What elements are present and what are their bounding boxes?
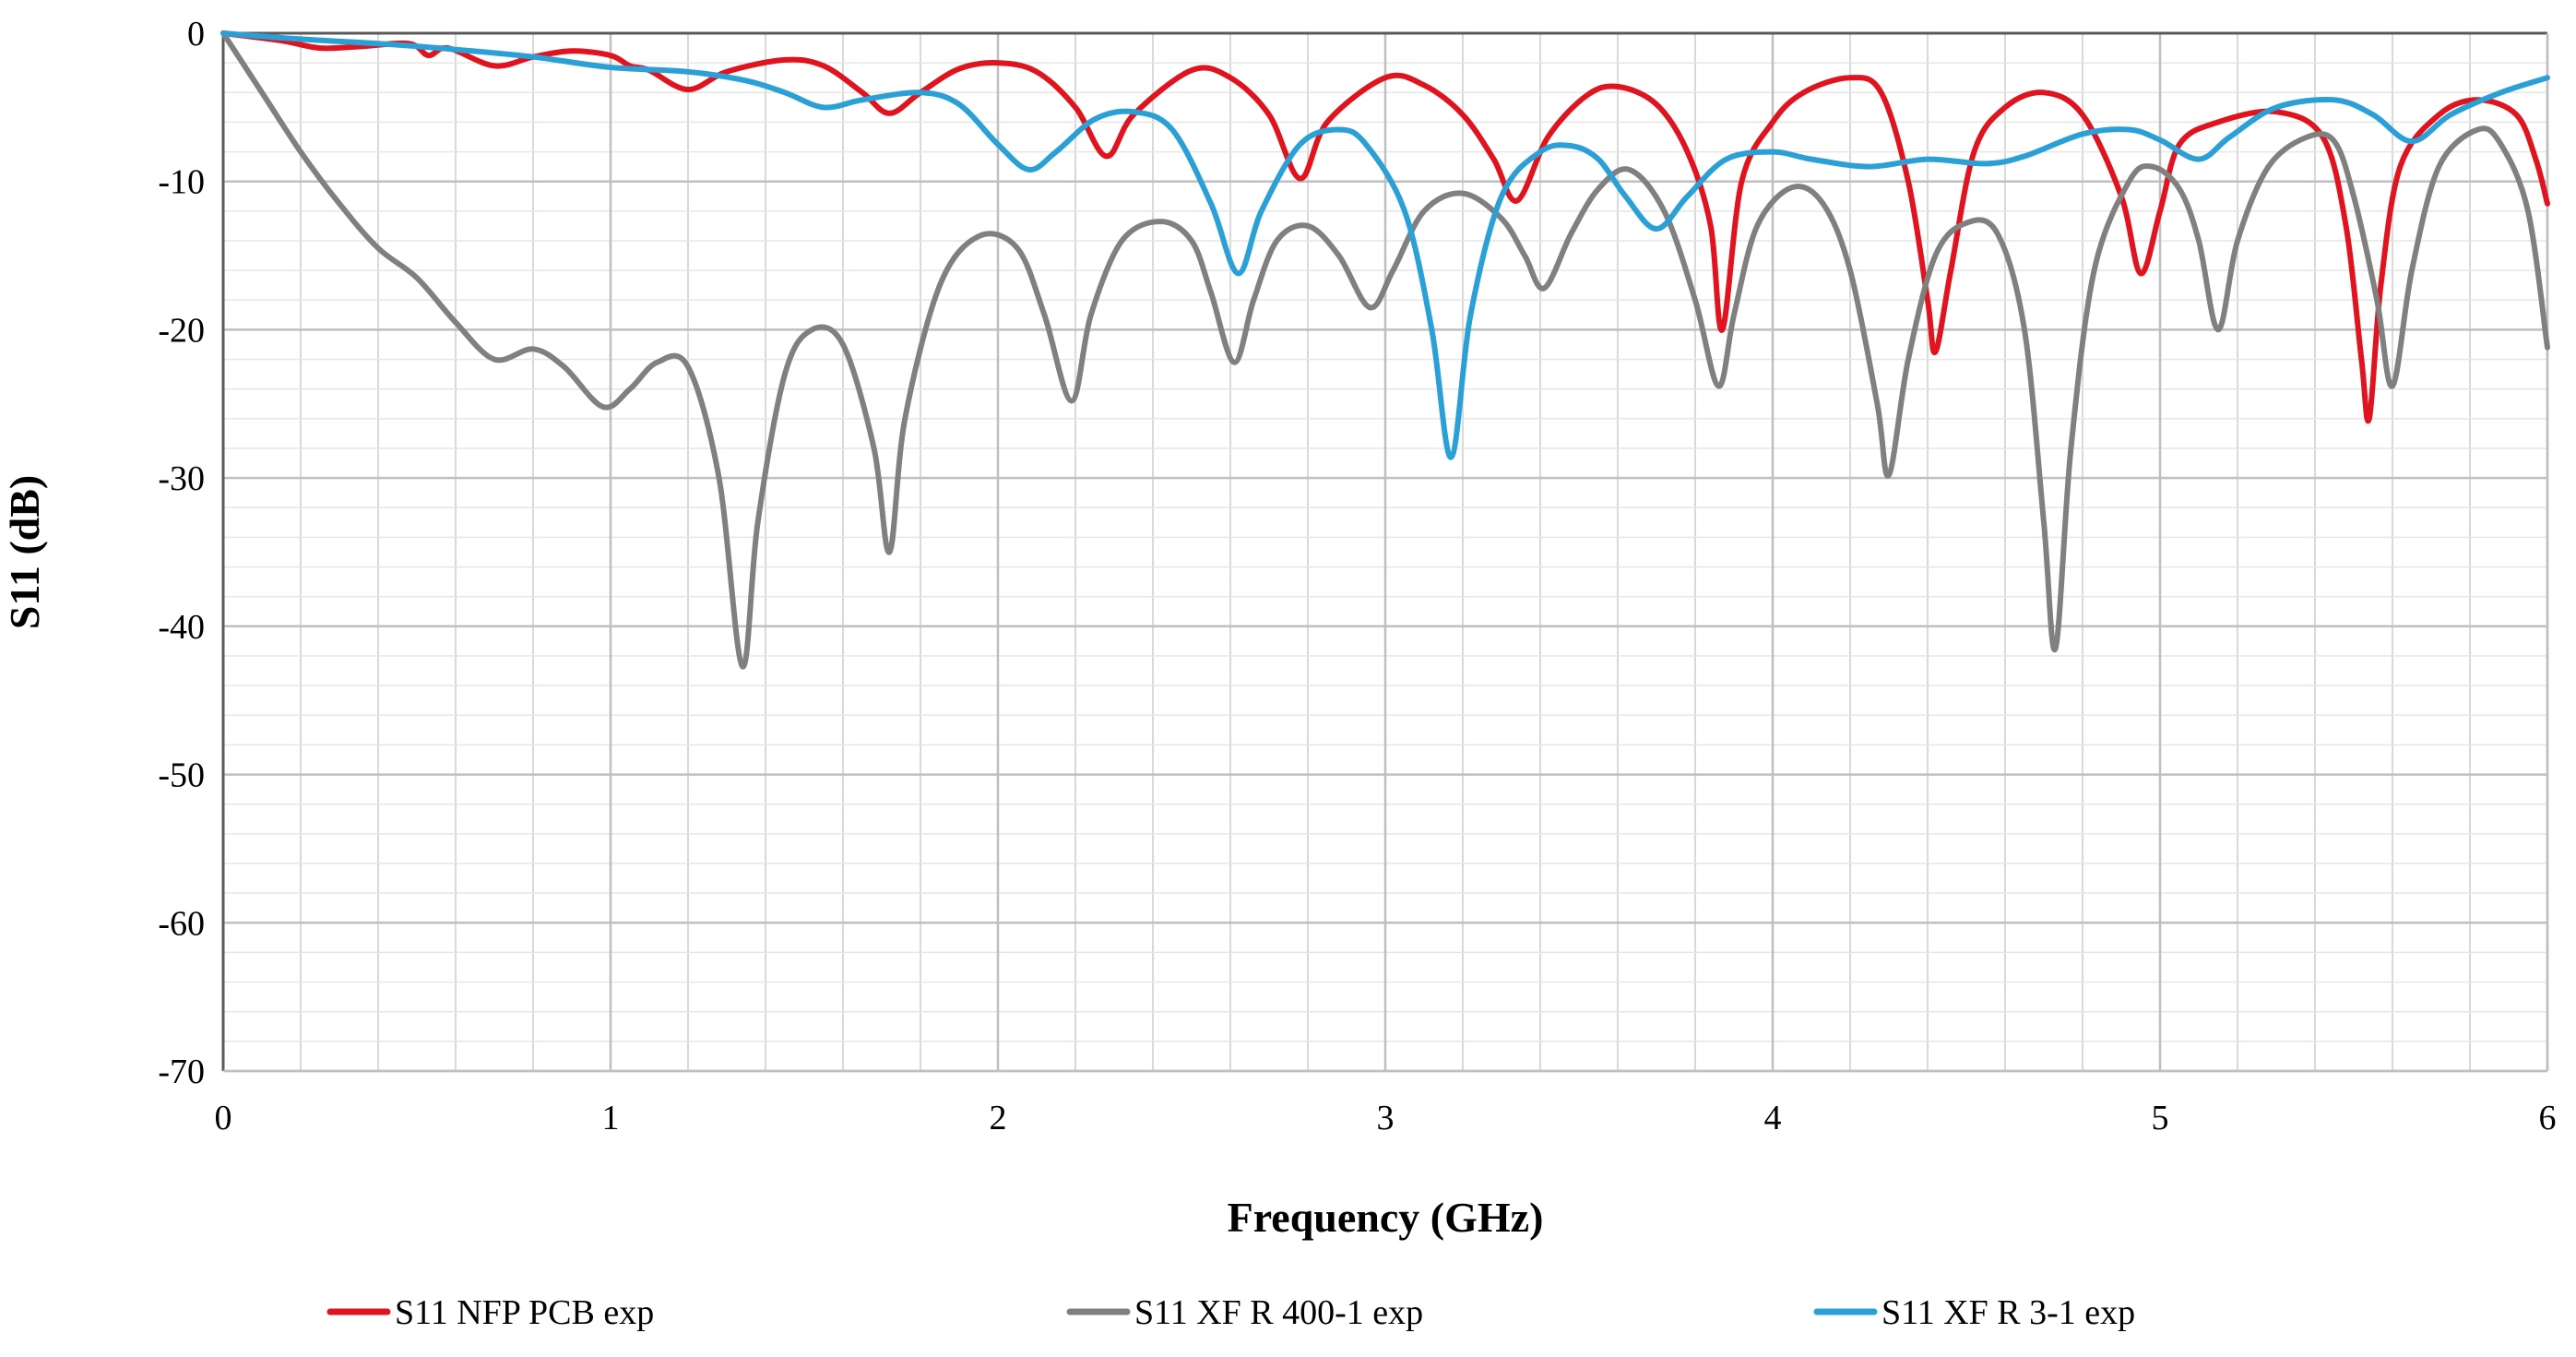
grid-major bbox=[221, 31, 2549, 1073]
x-tick-label: 5 bbox=[2152, 1099, 2169, 1137]
y-axis-title: S11 (dB) bbox=[1, 475, 48, 629]
y-tick-label: -20 bbox=[158, 311, 205, 350]
y-tick-label: 0 bbox=[187, 15, 205, 54]
x-tick-label: 0 bbox=[215, 1099, 232, 1137]
x-tick-label: 1 bbox=[602, 1099, 620, 1137]
y-tick-label: -50 bbox=[158, 756, 205, 795]
series-line-s11-xf-r-3-1-exp bbox=[220, 30, 2550, 460]
x-tick-label: 4 bbox=[1764, 1099, 1782, 1137]
x-tick-label: 6 bbox=[2539, 1099, 2557, 1137]
x-tick-labels: 0 1 2 3 4 5 6 bbox=[215, 1099, 2557, 1137]
legend-label-s11-nfp-pcb-exp: S11 NFP PCB exp bbox=[395, 1293, 654, 1332]
y-tick-label: -30 bbox=[158, 459, 205, 498]
y-tick-label: -70 bbox=[158, 1053, 205, 1091]
legend: S11 NFP PCB exp S11 XF R 400-1 exp S11 XF … bbox=[326, 1293, 2135, 1332]
series-layer bbox=[220, 30, 2550, 670]
x-tick-label: 3 bbox=[1377, 1099, 1395, 1137]
x-axis-title: Frequency (GHz) bbox=[1228, 1194, 1544, 1241]
y-tick-labels: 0 -10 -20 -30 -40 -50 -60 -70 bbox=[158, 15, 205, 1091]
series-line-s11-nfp-pcb-exp bbox=[220, 30, 2550, 424]
plot-frame bbox=[221, 31, 2549, 1073]
y-tick-label: -40 bbox=[158, 608, 205, 647]
legend-label-s11-xf-r-3-1-exp: S11 XF R 3-1 exp bbox=[1882, 1293, 2135, 1332]
x-tick-label: 2 bbox=[990, 1099, 1007, 1137]
y-tick-label: -60 bbox=[158, 904, 205, 943]
legend-label-s11-xf-r-400-1-exp: S11 XF R 400-1 exp bbox=[1134, 1293, 1423, 1332]
y-tick-label: -10 bbox=[158, 163, 205, 202]
series-line-s11-xf-r-400-1-exp bbox=[220, 30, 2550, 670]
